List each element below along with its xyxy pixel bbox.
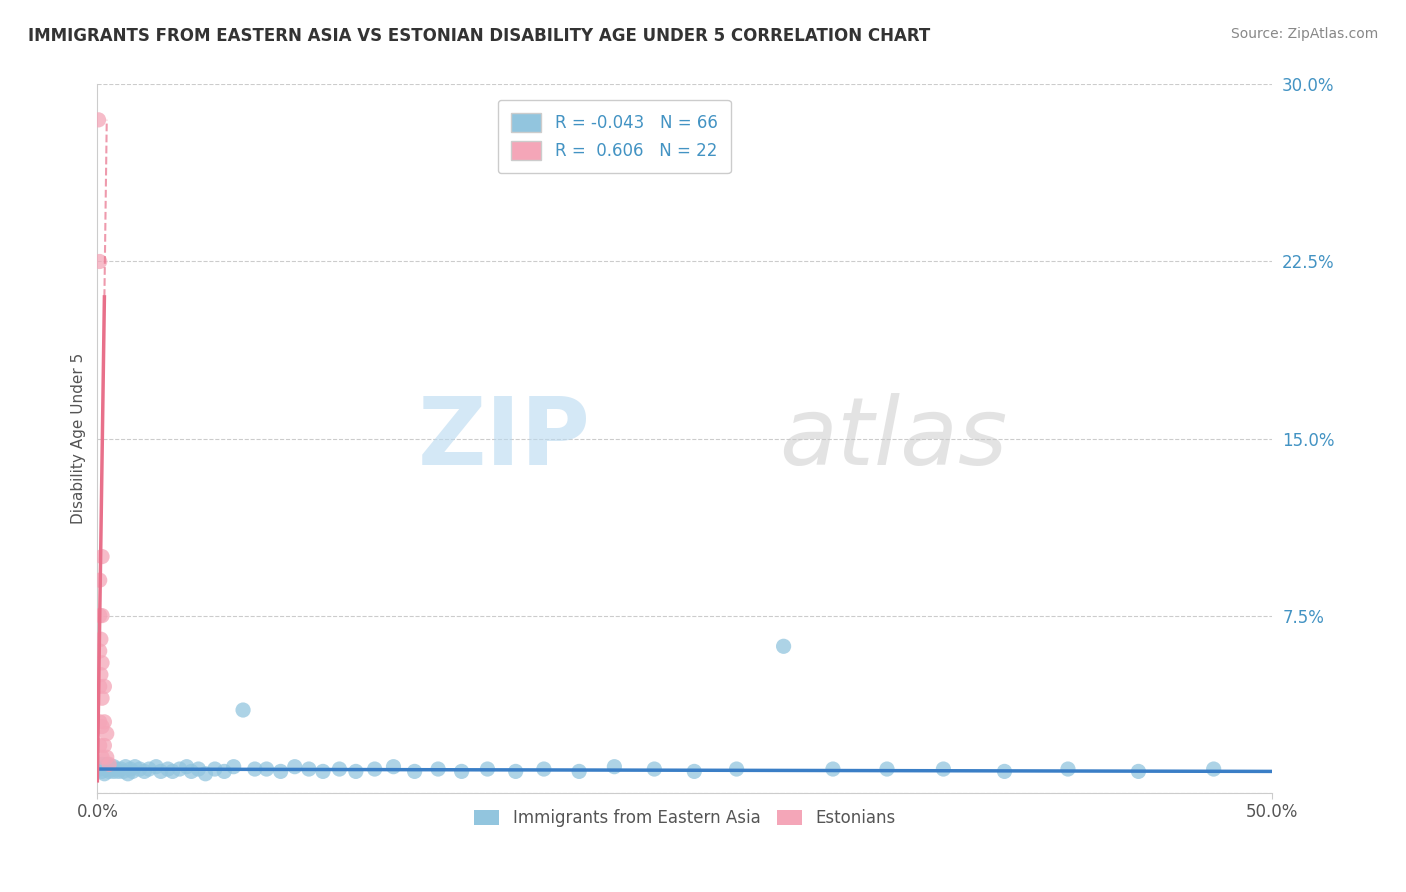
Point bbox=[328, 762, 350, 776]
Point bbox=[1202, 762, 1225, 776]
Legend: Immigrants from Eastern Asia, Estonians: Immigrants from Eastern Asia, Estonians bbox=[468, 803, 903, 834]
Point bbox=[121, 764, 143, 779]
Point bbox=[107, 764, 129, 779]
Point bbox=[298, 762, 321, 776]
Point bbox=[162, 764, 184, 779]
Point bbox=[93, 766, 115, 780]
Point bbox=[187, 762, 209, 776]
Point bbox=[932, 762, 955, 776]
Point bbox=[91, 720, 114, 734]
Point bbox=[363, 762, 385, 776]
Point bbox=[876, 762, 898, 776]
Point bbox=[98, 764, 121, 779]
Point bbox=[124, 760, 146, 774]
Point bbox=[427, 762, 450, 776]
Point bbox=[270, 764, 292, 779]
Point bbox=[176, 760, 198, 774]
Point bbox=[91, 764, 114, 779]
Point bbox=[98, 757, 121, 772]
Point bbox=[145, 760, 167, 774]
Point bbox=[91, 549, 114, 564]
Point bbox=[93, 714, 115, 729]
Point bbox=[725, 762, 748, 776]
Point bbox=[90, 667, 112, 681]
Point bbox=[89, 762, 111, 776]
Point bbox=[772, 640, 794, 654]
Point bbox=[1057, 762, 1080, 776]
Point bbox=[204, 762, 226, 776]
Point bbox=[93, 739, 115, 753]
Point bbox=[450, 764, 472, 779]
Point bbox=[89, 714, 111, 729]
Point bbox=[156, 762, 179, 776]
Point bbox=[91, 656, 114, 670]
Point bbox=[96, 750, 118, 764]
Point bbox=[603, 760, 626, 774]
Point bbox=[214, 764, 236, 779]
Point bbox=[110, 762, 132, 776]
Point bbox=[103, 760, 125, 774]
Point bbox=[120, 762, 142, 776]
Point bbox=[89, 644, 111, 658]
Point bbox=[90, 632, 112, 647]
Point bbox=[568, 764, 591, 779]
Text: Source: ZipAtlas.com: Source: ZipAtlas.com bbox=[1230, 27, 1378, 41]
Text: atlas: atlas bbox=[779, 393, 1007, 484]
Point bbox=[505, 764, 527, 779]
Point bbox=[284, 760, 307, 774]
Point bbox=[243, 762, 266, 776]
Point bbox=[89, 739, 111, 753]
Point bbox=[138, 762, 160, 776]
Point bbox=[100, 762, 122, 776]
Point bbox=[643, 762, 665, 776]
Point bbox=[89, 680, 111, 694]
Point bbox=[89, 608, 111, 623]
Point bbox=[98, 760, 121, 774]
Point bbox=[344, 764, 367, 779]
Point bbox=[683, 764, 706, 779]
Point bbox=[382, 760, 405, 774]
Point bbox=[91, 750, 114, 764]
Point bbox=[169, 762, 191, 776]
Point bbox=[180, 764, 202, 779]
Point bbox=[112, 764, 135, 779]
Point bbox=[477, 762, 499, 776]
Point bbox=[117, 766, 139, 780]
Point bbox=[93, 680, 115, 694]
Point bbox=[103, 764, 125, 779]
Point bbox=[134, 764, 156, 779]
Point bbox=[89, 254, 111, 268]
Point bbox=[149, 764, 172, 779]
Text: ZIP: ZIP bbox=[418, 392, 591, 484]
Y-axis label: Disability Age Under 5: Disability Age Under 5 bbox=[72, 353, 86, 524]
Point bbox=[93, 760, 115, 774]
Point bbox=[96, 757, 118, 772]
Point bbox=[232, 703, 254, 717]
Point bbox=[96, 726, 118, 740]
Point bbox=[128, 762, 150, 776]
Point bbox=[256, 762, 278, 776]
Point bbox=[404, 764, 426, 779]
Point bbox=[105, 762, 128, 776]
Point bbox=[89, 573, 111, 587]
Point bbox=[91, 691, 114, 706]
Point bbox=[91, 608, 114, 623]
Point bbox=[1128, 764, 1150, 779]
Point bbox=[993, 764, 1015, 779]
Point bbox=[312, 764, 335, 779]
Point bbox=[194, 766, 217, 780]
Point bbox=[821, 762, 844, 776]
Text: IMMIGRANTS FROM EASTERN ASIA VS ESTONIAN DISABILITY AGE UNDER 5 CORRELATION CHAR: IMMIGRANTS FROM EASTERN ASIA VS ESTONIAN… bbox=[28, 27, 931, 45]
Point bbox=[91, 757, 114, 772]
Point bbox=[114, 760, 136, 774]
Point bbox=[87, 112, 110, 127]
Point bbox=[222, 760, 245, 774]
Point bbox=[533, 762, 555, 776]
Point bbox=[96, 762, 118, 776]
